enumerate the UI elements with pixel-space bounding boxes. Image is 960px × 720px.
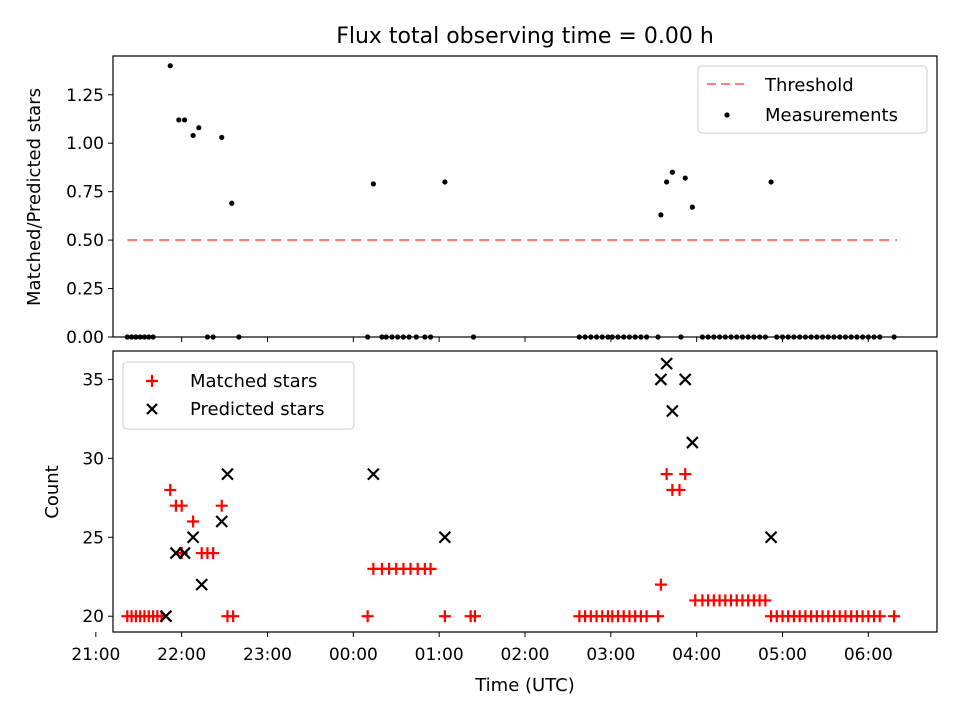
bottom-y-axis-label: Count [42,465,63,518]
predicted-star-point [686,436,699,449]
matched-star-point [438,610,451,623]
threshold-legend-label: Threshold [764,75,854,96]
x-tick-label: 05:00 [758,645,807,665]
measurement-point [219,134,225,140]
bottom-y-ticks: 20 25 30 35 [82,370,113,627]
measurement-point [190,132,196,139]
x-tick-label: 22:00 [157,645,206,665]
predicted-star-point [660,357,673,370]
matched-star-point [673,483,686,496]
x-tick-label: 06:00 [844,645,893,665]
measurement-point [229,200,235,206]
measurement-point [370,181,376,187]
predicted-star-point [195,578,208,591]
predicted-legend-label: Predicted stars [190,399,324,420]
measurements-legend-swatch [724,112,730,118]
x-axis-label: Time (UTC) [474,675,575,696]
predicted-star-point [215,515,228,528]
top-y-tick-label: 0.00 [66,328,104,348]
top-y-tick-label: 0.25 [66,280,104,300]
predicted-star-point [178,546,191,560]
matched-star-point [468,610,481,623]
matched-star-point [361,610,374,623]
matched-star-point [652,610,665,623]
bottom-legend: Matched stars Predicted stars [122,361,355,430]
top-y-tick-label: 0.50 [66,231,104,251]
measurement-point [689,204,695,210]
matched-star-point [175,499,188,512]
measurement-point [176,117,182,123]
bottom-plot-area: 20 25 30 35 21:00 22:00 23:00 00:00 01:00 02:00 0… [42,350,938,696]
top-x-ticks [95,337,869,342]
predicted-star-point [678,373,692,386]
x-tick-label: 00:00 [329,645,378,665]
matched-legend-swatch [146,375,158,387]
top-y-tick-label: 1.00 [66,134,104,154]
predicted-star-point [666,404,679,418]
bottom-y-tick-label: 35 [82,370,104,390]
x-tick-label: 04:00 [672,645,721,665]
predicted-star-point [438,531,452,544]
matched-star-point [227,610,240,623]
matched-star-point [164,483,177,496]
matched-star-point [679,468,692,481]
predicted-legend-swatch [146,403,158,415]
bottom-legend-box [122,361,355,430]
predicted-star-point [764,531,778,544]
predicted-star-point [186,531,200,544]
measurement-point [658,212,664,218]
x-tick-label: 02:00 [501,645,550,665]
matched-star-point [759,594,772,607]
matched-star-point [873,610,886,623]
x-tick-label: 01:00 [415,645,464,665]
bottom-x-ticks: 21:00 22:00 23:00 00:00 01:00 02:00 03:00 04:00… [71,632,893,665]
measurement-point [196,125,202,131]
bottom-y-tick-label: 20 [82,607,104,627]
matched-star-point [640,610,653,623]
predicted-star-point [367,467,380,481]
measurement-point [682,175,688,181]
measurement-point [768,179,774,185]
measurement-point [181,117,188,123]
predicted-star-point [221,467,234,481]
x-tick-label: 03:00 [586,645,635,665]
matched-star-point [187,515,200,528]
top-legend-box [697,65,928,134]
matched-star-point [424,562,437,575]
matched-star-point [654,578,667,591]
measurement-point [442,179,448,185]
bottom-y-tick-label: 30 [82,449,104,469]
matched-star-point [207,547,220,560]
matched-star-point [888,610,901,623]
figure-title: Flux total observing time = 0.00 h [336,24,714,49]
measurement-point [669,169,675,175]
measurement-point [664,179,670,185]
top-y-tick-label: 1.25 [66,86,104,106]
top-y-ticks: 0.00 0.25 0.50 0.75 1.00 1.25 [66,86,113,348]
bottom-data-layer [121,357,901,623]
top-y-axis-label: Matched/Predicted stars [24,88,45,306]
top-y-tick-label: 0.75 [66,183,104,203]
measurement-point [167,63,173,69]
bottom-y-tick-label: 25 [82,528,104,548]
predicted-star-point [159,609,173,623]
top-plot-area: 0.00 0.25 0.50 0.75 1.00 1.25 Matched/Predict… [24,55,938,348]
matched-legend-label: Matched stars [190,371,317,392]
matched-star-point [660,468,673,481]
x-tick-label: 23:00 [243,645,292,665]
measurements-legend-label: Measurements [765,105,898,126]
predicted-star-point [654,373,668,386]
x-tick-label: 21:00 [71,645,120,665]
top-legend: Threshold Measurements [697,65,928,134]
matched-star-point [215,499,228,512]
